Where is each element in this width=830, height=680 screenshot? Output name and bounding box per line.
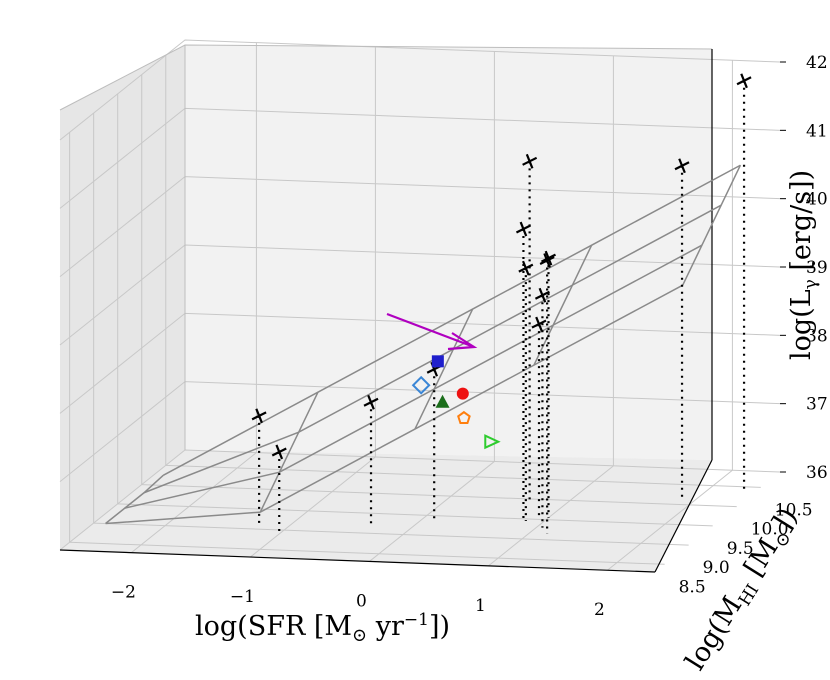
grid-line-floor-x [607,469,733,571]
back-pane [185,45,712,460]
detection-point [522,153,538,169]
detection-mark-stroke [538,287,547,303]
z-tick-label: 39 [806,258,828,278]
detection-mark-stroke [519,221,528,237]
z-tick-label: 42 [806,53,828,73]
detection-point [518,260,534,276]
detection-point [541,250,556,266]
detection-point [534,287,550,303]
detection-point [674,158,690,174]
grid-line-floor-y [69,541,665,565]
x-tick-label: −1 [230,587,255,607]
x-tick-label: 2 [594,600,605,620]
detection-point [531,316,547,332]
grid-line-floor-y [93,522,689,546]
grid-line-floor-x [131,452,257,554]
y-axis-line [654,459,713,573]
z-axis-label: log(Lγ [erg/s]) [786,170,821,360]
detection-mark-stroke [544,250,553,266]
y-tick-labels: 8.59.09.510.010.5 [679,500,813,597]
x-axis-label: log(SFR [M⊙ yr−1]) [195,610,450,646]
detection-mark-stroke [525,153,534,169]
pane-edges [59,44,713,450]
detection-mark-stroke [255,408,263,424]
grid-line-floor-y [165,464,761,488]
grid-line-z [59,39,781,141]
source-pentagon [457,410,471,425]
plane-line [414,308,474,430]
detection-mark-stroke [535,316,543,332]
detection-point [363,394,379,410]
z-tick-label: 36 [806,463,828,483]
grid-line-floor-y [141,484,737,508]
source-diamond [411,375,431,395]
plane-line [682,164,742,286]
grid-line-floor-x [369,461,495,562]
z-tick-labels: 36 37 38 39 40 41 42 [780,53,828,483]
x-tick-labels: −2 −1 0 1 2 [111,583,605,621]
z-tick-label: 41 [806,121,828,141]
axes-panes [60,45,712,572]
y-tick-label: 9.5 [727,539,754,559]
detection-mark-stroke [522,260,530,276]
detection-mark-stroke [740,73,748,89]
x-tick-label: 1 [475,596,486,616]
grid-line-floor-x [488,465,614,567]
detection-mark-stroke [678,158,686,174]
source-circle [456,387,469,400]
y-tick-label: 9.0 [703,558,730,578]
z-tick-label: 40 [806,190,828,210]
x-axis-line [59,549,656,573]
source-square [431,355,444,368]
detection-point [736,73,752,89]
detection-point [271,444,287,460]
z-tick-label: 37 [806,395,828,415]
detection-point [251,408,267,424]
source-triangle-right [484,434,501,450]
z-tick-label: 38 [806,326,828,346]
plane-line [105,474,164,525]
grid-line-floor-y [117,503,713,527]
x-tick-label: 0 [356,591,367,611]
source-triangle [435,394,450,408]
drop-lines [258,80,746,534]
detection-mark-stroke [543,253,551,268]
data-points [251,73,752,460]
y-tick-label: 10.0 [751,520,789,540]
plane-line [533,244,593,366]
plane-line [259,391,319,513]
detection-point [539,253,555,268]
detection-mark-stroke [367,394,375,410]
arrow [386,312,478,351]
y-tick-label: 10.5 [775,500,813,520]
arrow-head [447,332,478,351]
left-pane [60,45,185,550]
detection-mark-stroke [275,444,284,460]
detection-point [515,221,531,237]
x-tick-label: −2 [111,583,136,603]
floor-pane [60,450,712,572]
axis-lines [59,49,713,573]
y-tick-label: 8.5 [679,577,706,597]
grid-line-floor-x [250,456,376,558]
arrow-shaft [386,312,475,349]
